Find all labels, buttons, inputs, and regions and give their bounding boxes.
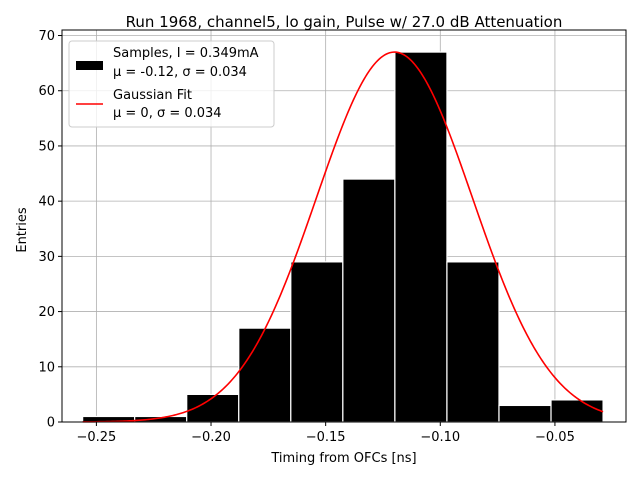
y-tick-label: 40 — [38, 195, 55, 210]
x-tick-label: −0.20 — [191, 430, 231, 445]
legend: Samples, I = 0.349mA μ = -0.12, σ = 0.03… — [68, 40, 275, 128]
x-tick-label: −0.05 — [535, 430, 575, 445]
y-tick-label: 0 — [47, 416, 55, 431]
histogram-bar — [446, 261, 500, 423]
legend-box — [68, 40, 275, 128]
gaussian-fit — [82, 51, 604, 423]
y-axis-ticks: 0 10 20 30 40 50 60 70 — [38, 29, 62, 431]
y-tick-label: 70 — [38, 29, 55, 44]
histogram-bar — [342, 178, 396, 423]
x-axis-ticks: −0.25 −0.20 −0.15 −0.10 −0.05 — [76, 422, 575, 445]
x-axis-label: Timing from OFCs [ns] — [270, 451, 416, 466]
histogram-bar — [290, 261, 344, 423]
y-tick-label: 20 — [38, 305, 55, 320]
histogram-bar — [498, 404, 552, 423]
y-axis-label: Entries — [15, 207, 30, 253]
y-tick-label: 10 — [38, 360, 55, 375]
legend-fit-label: Gaussian Fit — [113, 88, 192, 103]
histogram-bar — [550, 399, 604, 423]
y-tick-label: 30 — [38, 250, 55, 265]
legend-histogram-label: Samples, I = 0.349mA — [113, 46, 259, 61]
legend-histogram-swatch — [76, 61, 103, 70]
histogram-bar — [238, 327, 292, 423]
gaussian-fit-line — [82, 51, 604, 423]
x-tick-label: −0.10 — [420, 430, 460, 445]
x-tick-label: −0.15 — [306, 430, 346, 445]
legend-fit-stats: μ = 0, σ = 0.034 — [113, 106, 222, 121]
chart-title: Run 1968, channel5, lo gain, Pulse w/ 27… — [126, 13, 563, 31]
legend-histogram-stats: μ = -0.12, σ = 0.034 — [113, 65, 247, 80]
plot-frame — [61, 29, 627, 423]
y-tick-label: 50 — [38, 139, 55, 154]
y-tick-label: 60 — [38, 84, 55, 99]
x-tick-label: −0.25 — [76, 430, 116, 445]
